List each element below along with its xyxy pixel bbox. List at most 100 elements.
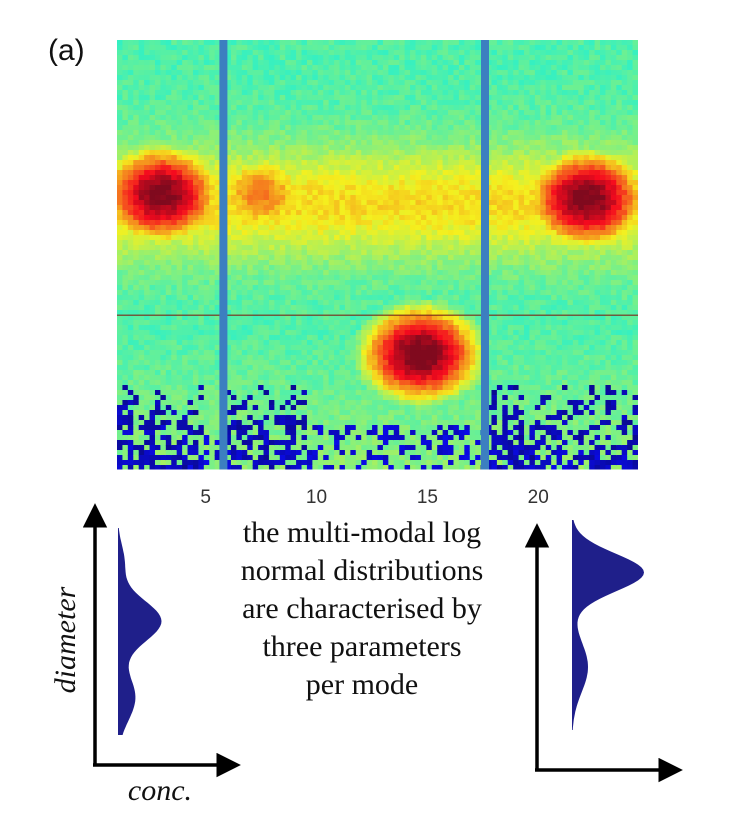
heatmap-cell <box>198 400 205 406</box>
heatmap-cell <box>241 385 248 391</box>
heatmap-cell <box>138 410 145 416</box>
heatmap-cell <box>247 395 254 401</box>
heatmap-cell <box>165 100 172 106</box>
heatmap-cell <box>377 230 384 236</box>
heatmap-cell <box>388 170 395 176</box>
heatmap-cell <box>127 100 134 106</box>
heatmap-cell <box>214 40 221 46</box>
heatmap-cell <box>149 270 156 276</box>
heatmap-cell <box>171 230 178 236</box>
heatmap-cell <box>133 310 140 316</box>
heatmap-cell <box>393 200 400 206</box>
heatmap-cell <box>372 215 379 221</box>
heatmap-cell <box>149 400 156 406</box>
heatmap-cell <box>306 325 313 331</box>
heatmap-cell <box>192 410 200 416</box>
heatmap-cell <box>214 65 221 71</box>
heatmap-cell <box>209 185 216 191</box>
heatmap-cell <box>426 430 433 436</box>
heatmap-cell <box>144 305 151 311</box>
heatmap-cell <box>410 260 417 266</box>
heatmap-cell <box>393 190 400 196</box>
heatmap-cell <box>127 180 134 186</box>
heatmap-cell <box>154 150 162 156</box>
heatmap-cell <box>323 75 330 81</box>
heatmap-cell <box>355 190 362 196</box>
heatmap-cell <box>404 270 411 276</box>
heatmap-cell <box>404 415 411 421</box>
heatmap-cell <box>393 150 400 156</box>
heatmap-cell <box>225 300 232 306</box>
heatmap-cell <box>290 410 297 416</box>
heatmap-cell <box>176 455 183 461</box>
heatmap-cell <box>306 350 313 356</box>
heatmap-cell <box>176 380 183 386</box>
heatmap-cell <box>176 345 183 351</box>
heatmap-cell <box>382 180 389 186</box>
heatmap-cell <box>198 280 205 286</box>
heatmap-cell <box>388 245 395 251</box>
heatmap-cell <box>263 75 270 81</box>
heatmap-cell <box>415 350 422 356</box>
heatmap-cell <box>382 115 389 121</box>
heatmap-cell <box>415 225 422 231</box>
heatmap-cell <box>382 225 389 231</box>
heatmap-cell <box>328 85 335 91</box>
heatmap-cell <box>225 270 232 276</box>
heatmap-cell <box>399 425 406 431</box>
heatmap-cell <box>317 375 324 381</box>
heatmap-cell <box>410 240 417 246</box>
heatmap-cell <box>214 375 221 381</box>
heatmap-cell <box>317 340 324 346</box>
heatmap-cell <box>225 175 232 181</box>
heatmap-cell <box>138 295 145 301</box>
heatmap-cell <box>209 95 216 101</box>
heatmap-cell <box>339 170 346 176</box>
heatmap-cell <box>399 335 406 341</box>
heatmap-cell <box>209 230 216 236</box>
heatmap-cell <box>203 140 210 146</box>
heatmap-cell <box>144 100 151 106</box>
heatmap-cell <box>339 145 346 151</box>
heatmap-cell <box>122 75 129 81</box>
heatmap-cell <box>372 385 379 391</box>
heatmap-cell <box>230 410 237 416</box>
heatmap-cell <box>247 345 254 351</box>
heatmap-cell <box>312 110 319 116</box>
heatmap-cell <box>268 125 275 131</box>
heatmap-cell <box>410 45 417 51</box>
heatmap-cell <box>214 120 221 126</box>
heatmap-cell <box>306 315 313 321</box>
heatmap-cell <box>133 240 140 246</box>
heatmap-cell <box>377 250 384 256</box>
heatmap-cell <box>268 245 275 251</box>
heatmap-cell <box>355 435 362 441</box>
heatmap-cell <box>420 360 427 366</box>
heatmap-cell <box>420 305 427 311</box>
heatmap-cell <box>117 330 124 336</box>
heatmap-cell <box>312 215 319 221</box>
heatmap-cell <box>334 280 341 286</box>
heatmap-cell <box>247 465 254 470</box>
heatmap-cell <box>117 365 124 371</box>
heatmap-cell <box>182 145 189 151</box>
heatmap-cell <box>214 225 221 231</box>
heatmap-cell <box>182 85 189 91</box>
heatmap-cell <box>388 310 395 316</box>
heatmap-cell <box>339 40 346 46</box>
heatmap-cell <box>144 410 151 416</box>
heatmap-cell <box>290 435 297 441</box>
heatmap-cell <box>263 300 270 306</box>
heatmap-cell <box>149 435 156 441</box>
heatmap-cell <box>171 445 178 451</box>
heatmap-cell <box>328 245 335 251</box>
heatmap-cell <box>171 375 178 381</box>
heatmap-cell <box>252 310 259 316</box>
heatmap-cell <box>225 260 232 266</box>
heatmap-cell <box>344 165 351 171</box>
heatmap-cell <box>209 200 216 206</box>
heatmap-cell <box>312 200 319 206</box>
heatmap-cell <box>382 210 389 216</box>
heatmap-cell <box>410 450 417 456</box>
heatmap-cell <box>138 420 145 426</box>
